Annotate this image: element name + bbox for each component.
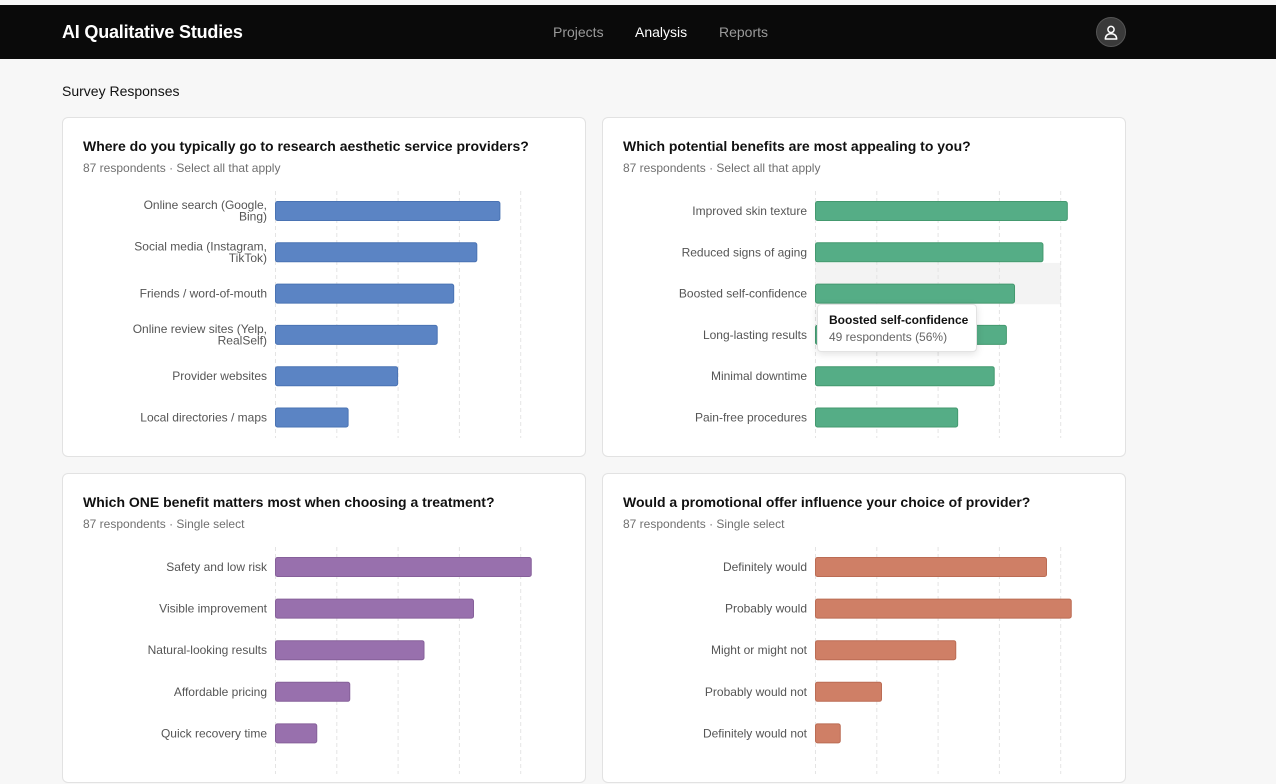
chart-title: Which potential benefits are most appeal…	[623, 138, 971, 154]
bar[interactable]	[275, 242, 478, 263]
bar-chart-promotional-offer: Definitely would Probably would Might or m…	[703, 547, 1072, 774]
chart-title: Where do you typically go to research ae…	[83, 138, 529, 154]
chart-subtitle: 87 respondents · Select all that apply	[623, 161, 821, 175]
user-avatar-button[interactable]	[1096, 17, 1126, 47]
chart-title: Would a promotional offer influence your…	[623, 494, 1031, 510]
top-navigation-bar: AI Qualitative Studies Projects Analysis…	[0, 5, 1276, 59]
bar-chart-research-sources: Online search (Google,Bing) Social media …	[133, 191, 522, 438]
category-label: Safety and low risk	[166, 560, 268, 574]
category-label: Probably would not	[705, 685, 808, 699]
category-label: Provider websites	[172, 369, 267, 383]
tooltip-title: Boosted self-confidence	[829, 313, 969, 327]
category-label: Quick recovery time	[161, 726, 267, 740]
category-label: Local directories / maps	[140, 411, 267, 425]
bar[interactable]	[275, 366, 399, 387]
bar-chart-appealing-benefits: Improved skin texture Reduced signs of ag…	[679, 191, 1068, 438]
bar[interactable]	[275, 723, 318, 744]
category-label: Visible improvement	[159, 602, 267, 616]
bar[interactable]	[275, 640, 425, 661]
bar[interactable]	[275, 283, 455, 304]
user-icon	[1104, 25, 1118, 40]
chart-title: Which ONE benefit matters most when choo…	[83, 494, 495, 510]
category-label: Definitely would not	[703, 726, 808, 740]
chart-tooltip: Boosted self-confidence 49 respondents (…	[817, 304, 977, 352]
nav-projects[interactable]: Projects	[553, 24, 604, 40]
category-label: Might or might not	[711, 643, 808, 657]
category-label: Minimal downtime	[711, 369, 807, 383]
category-label: Pain-free procedures	[695, 411, 807, 425]
bar[interactable]	[275, 407, 349, 428]
bar[interactable]	[815, 723, 841, 744]
category-label: Boosted self-confidence	[679, 287, 807, 301]
bar-chart-most-important-benefit: Safety and low risk Visible improvement Na…	[148, 547, 532, 774]
chart-subtitle: 87 respondents · Select all that apply	[83, 161, 281, 175]
bar[interactable]	[815, 201, 1068, 221]
app-title[interactable]: AI Qualitative Studies	[62, 22, 243, 42]
category-label: Natural-looking results	[148, 643, 267, 657]
chart-subtitle: 87 respondents · Single select	[83, 517, 245, 531]
chart-card-research-sources: Where do you typically go to research ae…	[62, 117, 586, 457]
nav-analysis[interactable]: Analysis	[635, 24, 688, 40]
nav-reports[interactable]: Reports	[719, 24, 769, 40]
bar[interactable]	[815, 366, 995, 387]
bar[interactable]	[815, 283, 1016, 304]
bar[interactable]	[275, 201, 501, 221]
bar[interactable]	[275, 557, 532, 577]
bar[interactable]	[275, 681, 351, 702]
bar[interactable]	[815, 681, 882, 702]
category-label: Affordable pricing	[174, 685, 267, 699]
category-label: RealSelf)	[218, 333, 267, 347]
bar[interactable]	[815, 407, 959, 428]
bar[interactable]	[815, 640, 957, 661]
chart-card-promotional-offer: Would a promotional offer influence your…	[602, 473, 1126, 783]
category-label: Reduced signs of aging	[682, 245, 807, 259]
section-title: Survey Responses	[62, 83, 180, 99]
tooltip-value: 49 respondents (56%)	[829, 330, 948, 344]
category-label: Long-lasting results	[703, 328, 807, 342]
category-label: Online search (Google,	[144, 198, 267, 212]
category-label: Social media (Instagram,	[134, 239, 267, 253]
bar[interactable]	[815, 598, 1072, 619]
category-label: Definitely would	[723, 560, 807, 574]
category-label: TikTok)	[229, 251, 267, 265]
chart-subtitle: 87 respondents · Single select	[623, 517, 785, 531]
category-label: Bing)	[239, 210, 267, 224]
category-label: Improved skin texture	[692, 204, 807, 218]
category-label: Online review sites (Yelp,	[133, 322, 267, 336]
bar[interactable]	[275, 324, 438, 345]
chart-card-appealing-benefits: Which potential benefits are most appeal…	[602, 117, 1126, 457]
bar[interactable]	[275, 598, 474, 619]
category-label: Friends / word-of-mouth	[140, 287, 267, 301]
bar[interactable]	[815, 242, 1044, 263]
chart-card-most-important-benefit: Which ONE benefit matters most when choo…	[62, 473, 586, 783]
bar[interactable]	[815, 557, 1047, 577]
category-label: Probably would	[725, 602, 807, 616]
